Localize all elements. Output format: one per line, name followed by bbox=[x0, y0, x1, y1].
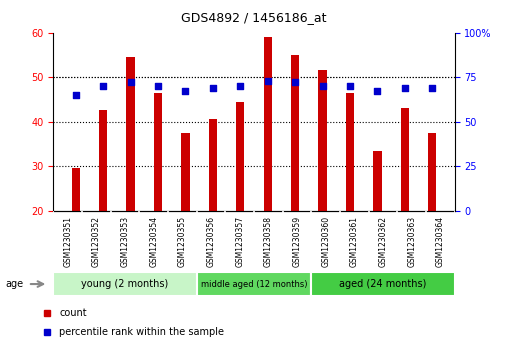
Bar bbox=[209, 119, 217, 211]
Point bbox=[291, 79, 299, 85]
Bar bbox=[346, 93, 354, 211]
Point bbox=[346, 83, 354, 89]
Text: aged (24 months): aged (24 months) bbox=[339, 279, 427, 289]
Point bbox=[236, 83, 244, 89]
Text: GDS4892 / 1456186_at: GDS4892 / 1456186_at bbox=[181, 11, 327, 24]
Point bbox=[72, 92, 80, 98]
Point bbox=[209, 85, 217, 91]
Point bbox=[319, 83, 327, 89]
Text: GSM1230353: GSM1230353 bbox=[120, 216, 130, 267]
Text: young (2 months): young (2 months) bbox=[81, 279, 169, 289]
Text: GSM1230361: GSM1230361 bbox=[350, 216, 359, 267]
Bar bbox=[428, 133, 436, 211]
Bar bbox=[72, 168, 80, 211]
Bar bbox=[236, 102, 244, 211]
Point bbox=[264, 78, 272, 83]
Point bbox=[126, 79, 135, 85]
Text: GSM1230364: GSM1230364 bbox=[436, 216, 445, 267]
Bar bbox=[401, 108, 409, 211]
Text: count: count bbox=[59, 307, 87, 318]
Text: GSM1230354: GSM1230354 bbox=[149, 216, 158, 267]
Bar bbox=[319, 70, 327, 211]
Bar bbox=[99, 110, 107, 211]
Text: GSM1230351: GSM1230351 bbox=[63, 216, 72, 267]
Text: age: age bbox=[5, 279, 23, 289]
Bar bbox=[311, 272, 455, 296]
Bar bbox=[197, 272, 311, 296]
Bar bbox=[264, 37, 272, 211]
Text: GSM1230360: GSM1230360 bbox=[321, 216, 330, 267]
Text: GSM1230355: GSM1230355 bbox=[178, 216, 187, 267]
Point bbox=[181, 89, 189, 94]
Text: percentile rank within the sample: percentile rank within the sample bbox=[59, 327, 224, 337]
Text: GSM1230352: GSM1230352 bbox=[92, 216, 101, 267]
Bar bbox=[126, 57, 135, 211]
Text: GSM1230356: GSM1230356 bbox=[206, 216, 215, 267]
Text: GSM1230358: GSM1230358 bbox=[264, 216, 273, 267]
Point bbox=[99, 83, 107, 89]
Bar bbox=[291, 55, 299, 211]
Point bbox=[401, 85, 409, 91]
Bar bbox=[181, 133, 189, 211]
Point bbox=[428, 85, 436, 91]
Point bbox=[154, 83, 162, 89]
Text: GSM1230362: GSM1230362 bbox=[378, 216, 388, 267]
Bar bbox=[154, 93, 162, 211]
Text: GSM1230357: GSM1230357 bbox=[235, 216, 244, 267]
Point bbox=[373, 89, 382, 94]
Text: GSM1230363: GSM1230363 bbox=[407, 216, 416, 267]
Text: GSM1230359: GSM1230359 bbox=[293, 216, 302, 267]
Bar bbox=[53, 272, 197, 296]
Text: middle aged (12 months): middle aged (12 months) bbox=[201, 280, 307, 289]
Bar bbox=[373, 151, 382, 211]
